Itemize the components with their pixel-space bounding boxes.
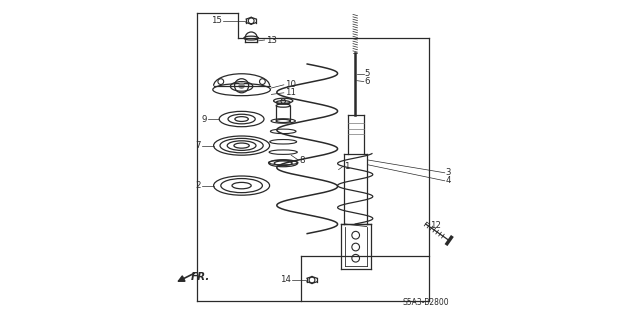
Text: 12: 12 xyxy=(430,221,442,230)
Text: 9: 9 xyxy=(202,115,207,124)
Text: S5A3-B2800: S5A3-B2800 xyxy=(403,298,449,307)
Text: 11: 11 xyxy=(285,88,296,97)
Text: 10: 10 xyxy=(285,80,296,89)
Text: FR.: FR. xyxy=(191,272,210,282)
Text: 3: 3 xyxy=(445,168,451,177)
Text: 14: 14 xyxy=(280,276,291,284)
Text: 4: 4 xyxy=(445,176,451,185)
Text: 2: 2 xyxy=(195,181,201,190)
Text: 8: 8 xyxy=(300,156,305,164)
Text: 7: 7 xyxy=(195,141,201,150)
Text: 5: 5 xyxy=(365,69,371,78)
Text: 15: 15 xyxy=(211,16,223,25)
Circle shape xyxy=(238,83,244,89)
Text: 6: 6 xyxy=(365,77,371,86)
Text: 1: 1 xyxy=(344,162,349,171)
Text: 13: 13 xyxy=(266,36,276,44)
